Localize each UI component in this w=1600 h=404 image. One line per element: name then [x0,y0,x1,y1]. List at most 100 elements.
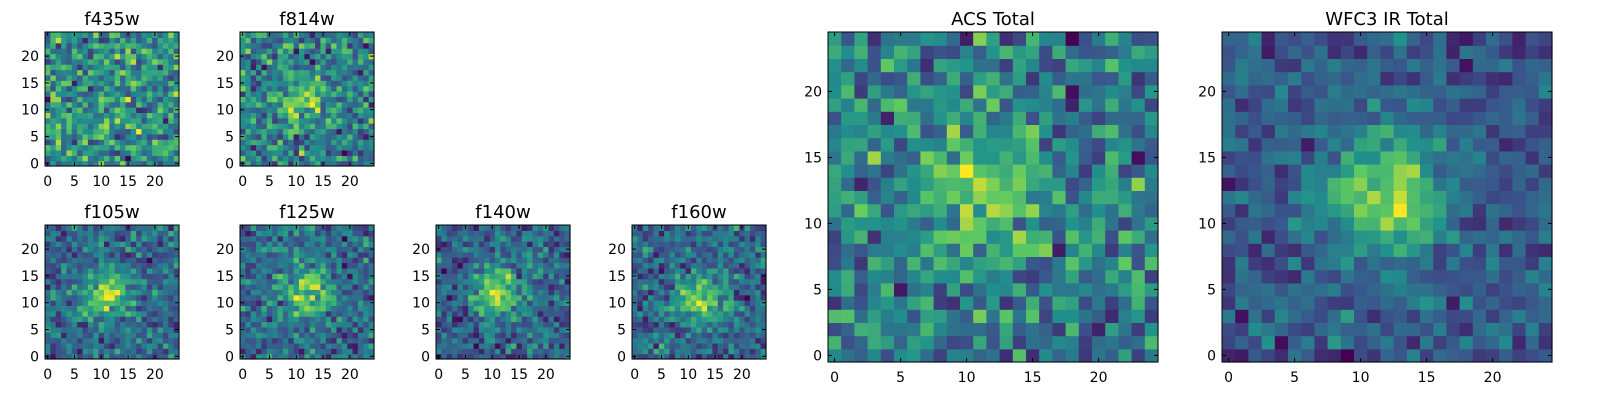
heatmap-cell [1473,349,1487,363]
heatmap-cell [907,230,921,244]
heatmap-cell [495,348,501,354]
heatmap-cell [447,257,453,263]
heatmap-cell [83,102,89,108]
heatmap-cell [702,230,708,236]
heatmap-cell [1026,72,1040,86]
heatmap-cell [511,241,517,247]
heatmap-cell [283,59,289,65]
heatmap-cell [131,241,137,247]
heatmap-cell [168,59,174,65]
heatmap-cell [1473,270,1487,284]
heatmap-cell [691,295,697,301]
heatmap-cell [680,268,686,274]
heatmap-cell [141,48,147,54]
heatmap-cell [516,343,522,349]
y-tick-label: 10 [216,103,234,119]
heatmap-cell [637,300,643,306]
heatmap-cell [686,236,692,242]
heatmap-cell [147,107,153,113]
heatmap-cell [1341,164,1355,178]
heatmap-cell [363,236,369,242]
heatmap-cell [554,252,560,258]
heatmap-cell [147,257,153,263]
heatmap-cell [353,128,359,134]
heatmap-cell [1132,349,1146,363]
heatmap-cell [320,123,326,129]
heatmap-cell [527,321,533,327]
heatmap-cell [1407,217,1421,231]
heatmap-cell [347,295,353,301]
heatmap-cell [664,273,670,279]
heatmap-cell [538,263,544,269]
heatmap-cell [168,64,174,70]
heatmap-cell [648,316,654,322]
heatmap-cell [436,257,442,263]
heatmap-cell [1079,45,1093,59]
heatmap-cell [1394,230,1408,244]
heatmap-cell [1367,309,1381,323]
heatmap-cell [1052,111,1066,125]
heatmap-cell [77,145,83,151]
heatmap-cell [522,338,528,344]
heatmap-cell [272,139,278,145]
heatmap-cell [723,300,729,306]
heatmap-cell [304,332,310,338]
heatmap-cell [66,155,72,161]
heatmap-cell [881,243,895,257]
heatmap-cell [511,327,517,333]
heatmap-cell [1262,151,1276,165]
heatmap-cell [868,111,882,125]
heatmap-cell [538,348,544,354]
heatmap-cell [256,268,262,274]
heatmap-cell [648,257,654,263]
heatmap-cell [648,332,654,338]
heatmap-cell [331,257,337,263]
heatmap-cell [686,338,692,344]
heatmap-cell [363,96,369,102]
heatmap-cell [739,268,745,274]
heatmap-cell [251,279,257,285]
heatmap-cell [77,230,83,236]
heatmap-cell [120,102,126,108]
heatmap-cell [728,263,734,269]
heatmap-cell [734,332,740,338]
heatmap-cell [152,150,158,156]
heatmap-cell [500,321,506,327]
heatmap-cell [1473,243,1487,257]
heatmap-cell [93,279,99,285]
heatmap-cell [109,332,115,338]
heatmap-cell [973,32,987,46]
heatmap-cell [1301,256,1315,270]
heatmap-cell [347,48,353,54]
heatmap-cell [93,225,99,231]
heatmap-cell [245,43,251,49]
heatmap-cell [99,273,105,279]
heatmap-cell [712,257,718,263]
heatmap-cell [686,257,692,263]
heatmap-cell [934,124,948,138]
heatmap-cell [88,311,94,317]
heatmap-cell [315,279,321,285]
heatmap-cell [272,241,278,247]
heatmap-cell [1301,230,1315,244]
heatmap-cell [637,241,643,247]
heatmap-cell [136,102,142,108]
heatmap-cell [131,112,137,118]
heatmap-cell [93,316,99,322]
heatmap-cell [45,155,51,161]
heatmap-cell [490,263,496,269]
heatmap-cell [358,128,364,134]
heatmap-cell [702,343,708,349]
heatmap-cell [675,268,681,274]
heatmap-cell [336,268,342,274]
heatmap-cell [158,91,164,97]
heatmap-cell [136,139,142,145]
heatmap-cell [141,123,147,129]
heatmap-cell [320,80,326,86]
heatmap-cell [93,80,99,86]
heatmap-cell [691,348,697,354]
heatmap-cell [500,236,506,242]
heatmap-cell [342,246,348,252]
heatmap-cell [755,257,761,263]
